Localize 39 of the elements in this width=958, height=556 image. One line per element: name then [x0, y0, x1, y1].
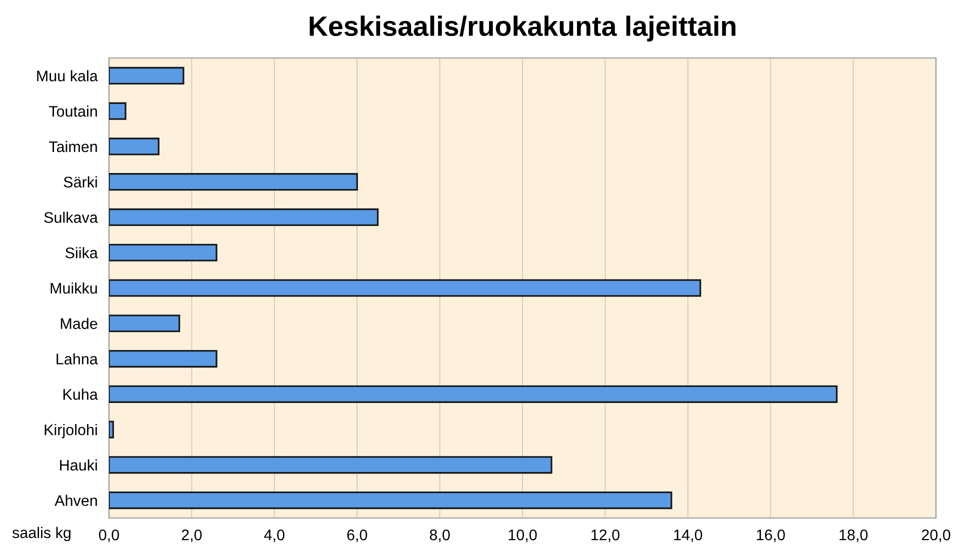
bar [109, 492, 672, 510]
bar [109, 385, 838, 403]
x-tick-label: 6,0 [347, 530, 368, 542]
x-tick-label: 8,0 [430, 530, 450, 542]
bar [109, 102, 126, 120]
bar [109, 66, 184, 84]
y-tick-label: Made [60, 318, 98, 330]
chart-title: Keskisaalis/ruokakunta lajeittain [310, 16, 736, 42]
x-tick-label: 14,0 [674, 530, 702, 542]
x-tick-label: 16,0 [756, 530, 785, 542]
bar [109, 456, 552, 474]
x-tick-label: 4,0 [264, 530, 284, 542]
x-tick-label: 20,0 [922, 530, 950, 542]
bar [109, 208, 379, 226]
y-tick-label: Taimen [48, 140, 97, 152]
x-tick-label: 0,0 [98, 530, 120, 542]
y-tick-label: Muu kala [37, 70, 98, 82]
x-tick-label: 2,0 [182, 530, 202, 542]
y-tick-label: Ahven [54, 494, 97, 506]
y-tick-label: Kuha [63, 388, 98, 400]
bar [109, 173, 358, 191]
y-tick-label: Sulkava [44, 212, 98, 223]
bar [109, 420, 114, 438]
y-tick-label: Lahna [56, 353, 98, 364]
bar [109, 279, 702, 297]
bar [109, 314, 180, 332]
bar [109, 244, 218, 262]
y-tick-label: Särki [64, 176, 97, 188]
bar [109, 138, 160, 156]
bar [109, 350, 218, 368]
x-tick-label: 10,0 [508, 530, 537, 542]
x-axis-title: saalis kg [12, 526, 70, 542]
y-tick-label: Hauki [60, 459, 97, 471]
y-tick-label: Muikku [50, 282, 97, 294]
y-tick-label: Toutain [48, 106, 97, 117]
x-tick-label: 12,0 [592, 530, 620, 542]
y-tick-label: Siika [65, 247, 98, 258]
x-tick-label: 18,0 [840, 530, 868, 542]
y-tick-label: Kirjolohi [44, 424, 97, 438]
